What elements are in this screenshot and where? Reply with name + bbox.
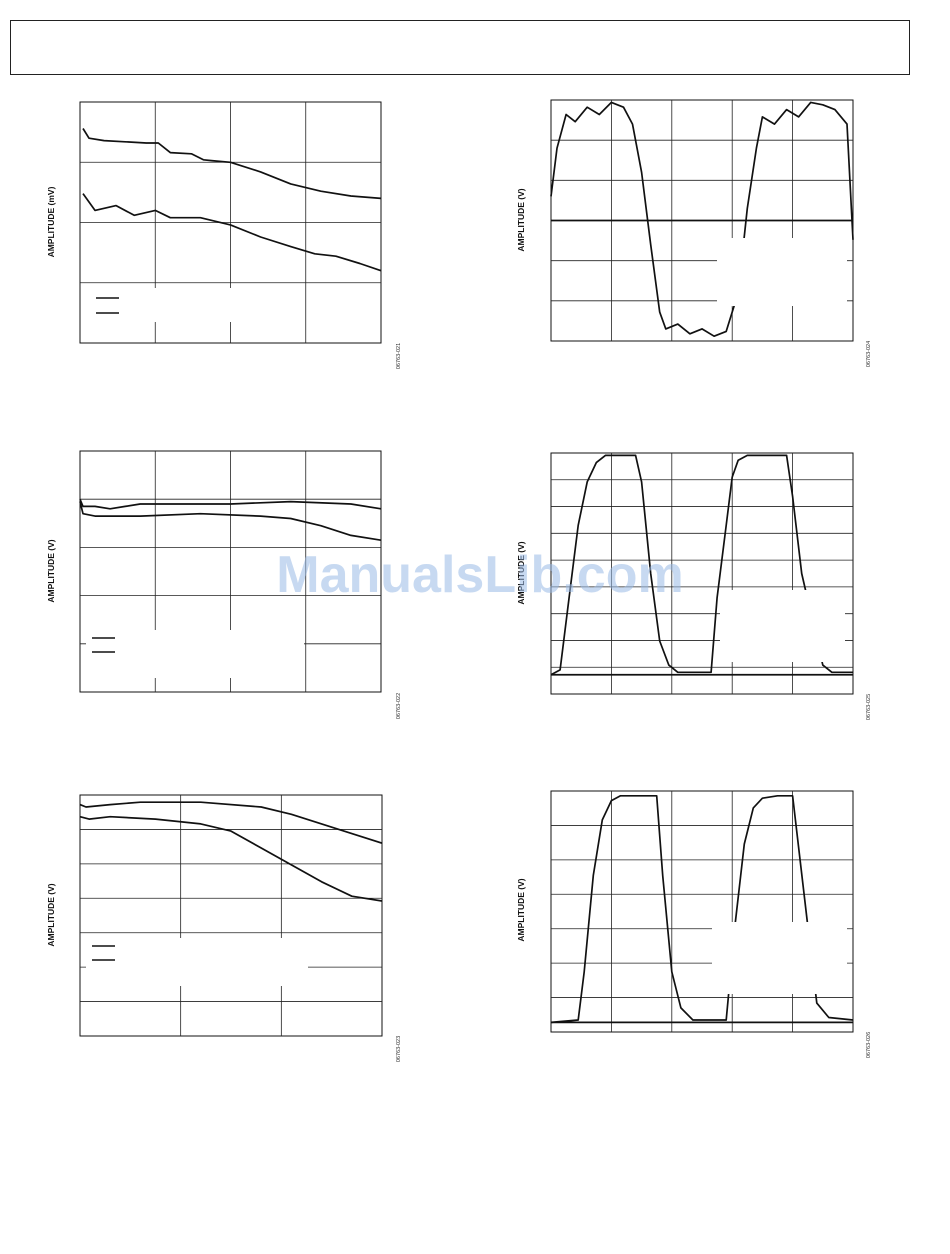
- y-axis-label: AMPLITUDE (V): [516, 541, 526, 605]
- figure-id: 06763-026: [866, 1031, 872, 1059]
- figure-id: 06763-023: [396, 1035, 402, 1063]
- y-axis-label: AMPLITUDE (V): [46, 539, 56, 603]
- plot-4: [550, 452, 854, 695]
- figure-id: 06763-025: [866, 693, 872, 721]
- series-line-2: [79, 815, 383, 902]
- legend-area: [90, 288, 290, 322]
- legend-area: [86, 630, 304, 678]
- plot-5: [79, 794, 383, 1037]
- plot-6: [550, 790, 854, 1033]
- annotation-area: [720, 590, 845, 662]
- plot-frame: [550, 790, 854, 1033]
- annotation-area: [717, 238, 847, 306]
- legend-area: [86, 938, 308, 986]
- plot-2: [550, 99, 854, 342]
- plot-1: [79, 101, 382, 344]
- series-line-1: [550, 454, 853, 676]
- series-line-1: [550, 101, 854, 338]
- series-line-2: [79, 501, 382, 542]
- series-line-2: [82, 193, 382, 272]
- y-axis-label: AMPLITUDE (V): [516, 878, 526, 942]
- page-header-box: [10, 20, 910, 75]
- y-axis-label: AMPLITUDE (V): [46, 883, 56, 947]
- figure-id: 06763-022: [396, 692, 402, 720]
- plot-3: [79, 450, 382, 693]
- y-axis-label: AMPLITUDE (V): [516, 188, 526, 252]
- series-line-1: [79, 801, 383, 845]
- plot-frame: [79, 794, 383, 1037]
- series-line-1: [82, 128, 382, 200]
- series-line-1: [79, 498, 382, 510]
- y-axis-label: AMPLITUDE (mV): [46, 186, 56, 258]
- figure-id: 06763-021: [396, 342, 402, 370]
- series-line-1: [550, 794, 854, 1024]
- annotation-area: [712, 922, 847, 994]
- figure-id: 06763-024: [866, 340, 872, 368]
